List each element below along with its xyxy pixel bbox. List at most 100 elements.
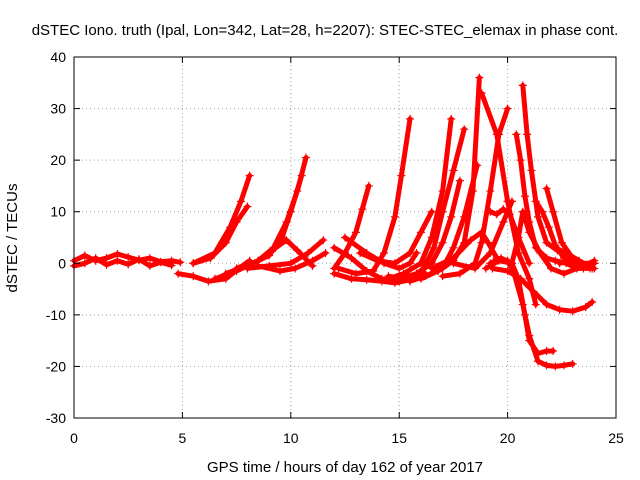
data-point (542, 238, 551, 247)
series-25 (449, 197, 516, 273)
data-point (304, 248, 313, 257)
data-point (293, 246, 302, 255)
data-point (334, 264, 343, 273)
data-point (232, 218, 241, 227)
data-point (347, 274, 356, 283)
series-line (342, 235, 419, 271)
data-point (449, 243, 458, 252)
data-point (542, 361, 551, 370)
data-point (538, 207, 547, 216)
data-point (369, 267, 378, 276)
data-point (486, 259, 495, 268)
data-point (380, 248, 389, 257)
series-13 (334, 114, 415, 278)
data-point (559, 361, 568, 370)
data-point (529, 287, 538, 296)
data-point (492, 254, 501, 263)
y-tick-label: -30 (46, 410, 66, 426)
data-point (364, 181, 373, 190)
data-point (319, 236, 328, 245)
data-point (559, 269, 568, 278)
data-point (551, 243, 560, 252)
data-point (167, 261, 176, 270)
data-point (397, 171, 406, 180)
series-3 (189, 171, 254, 268)
data-point (395, 264, 404, 273)
data-point (525, 218, 534, 227)
data-point (516, 156, 525, 165)
data-point (377, 277, 386, 286)
data-point (562, 248, 571, 257)
data-point (245, 171, 254, 180)
data-point (232, 264, 241, 273)
data-point (518, 300, 527, 309)
data-point (475, 73, 484, 82)
data-point (156, 258, 165, 267)
series-line (557, 258, 597, 271)
data-point (390, 259, 399, 268)
series-28 (488, 264, 597, 316)
data-point (499, 205, 508, 214)
data-point (395, 274, 404, 283)
data-point (347, 254, 356, 263)
data-point (590, 264, 599, 273)
data-point (351, 269, 360, 278)
data-point (406, 259, 415, 268)
series-line (429, 229, 500, 271)
x-tick-label: 15 (391, 430, 407, 446)
data-point (384, 272, 393, 281)
data-point (516, 274, 525, 283)
data-point (189, 272, 198, 281)
x-tick-label: 0 (70, 430, 78, 446)
data-point (102, 254, 111, 263)
series-36 (555, 256, 599, 273)
data-point (471, 264, 480, 273)
data-point (390, 278, 399, 287)
data-point (438, 187, 447, 196)
data-point (542, 300, 551, 309)
data-point (406, 277, 415, 286)
data-point (406, 114, 415, 123)
series-9 (254, 248, 330, 276)
data-point (514, 233, 523, 242)
data-point (455, 176, 464, 185)
data-point (557, 238, 566, 247)
data-point (80, 259, 89, 268)
series-18 (395, 176, 464, 283)
data-point (568, 307, 577, 316)
data-point (512, 130, 521, 139)
data-point (206, 254, 215, 263)
data-point (434, 267, 443, 276)
x-tick-label: 5 (179, 430, 187, 446)
y-tick-label: -20 (46, 358, 66, 374)
data-point (301, 153, 310, 162)
data-point (488, 264, 497, 273)
data-point (297, 171, 306, 180)
data-point (588, 297, 597, 306)
data-point (390, 212, 399, 221)
data-point (356, 248, 365, 257)
series-1 (70, 254, 176, 270)
data-point (549, 346, 558, 355)
data-point (438, 238, 447, 247)
data-point (555, 305, 564, 314)
data-point (590, 256, 599, 265)
data-point (406, 248, 415, 257)
data-point (499, 218, 508, 227)
data-point (505, 210, 514, 219)
data-point (412, 269, 421, 278)
series-15 (356, 207, 436, 268)
axis-ticks (73, 56, 617, 419)
data-point (507, 197, 516, 206)
y-tick-label: 10 (50, 204, 66, 220)
data-point (275, 267, 284, 276)
data-point (124, 253, 133, 262)
series-line (234, 237, 315, 271)
data-point (427, 207, 436, 216)
series-7 (232, 236, 317, 273)
data-point (286, 259, 295, 268)
series-line (396, 178, 463, 282)
data-point (113, 256, 122, 265)
data-point (124, 260, 133, 269)
y-tick-label: 40 (50, 49, 66, 65)
